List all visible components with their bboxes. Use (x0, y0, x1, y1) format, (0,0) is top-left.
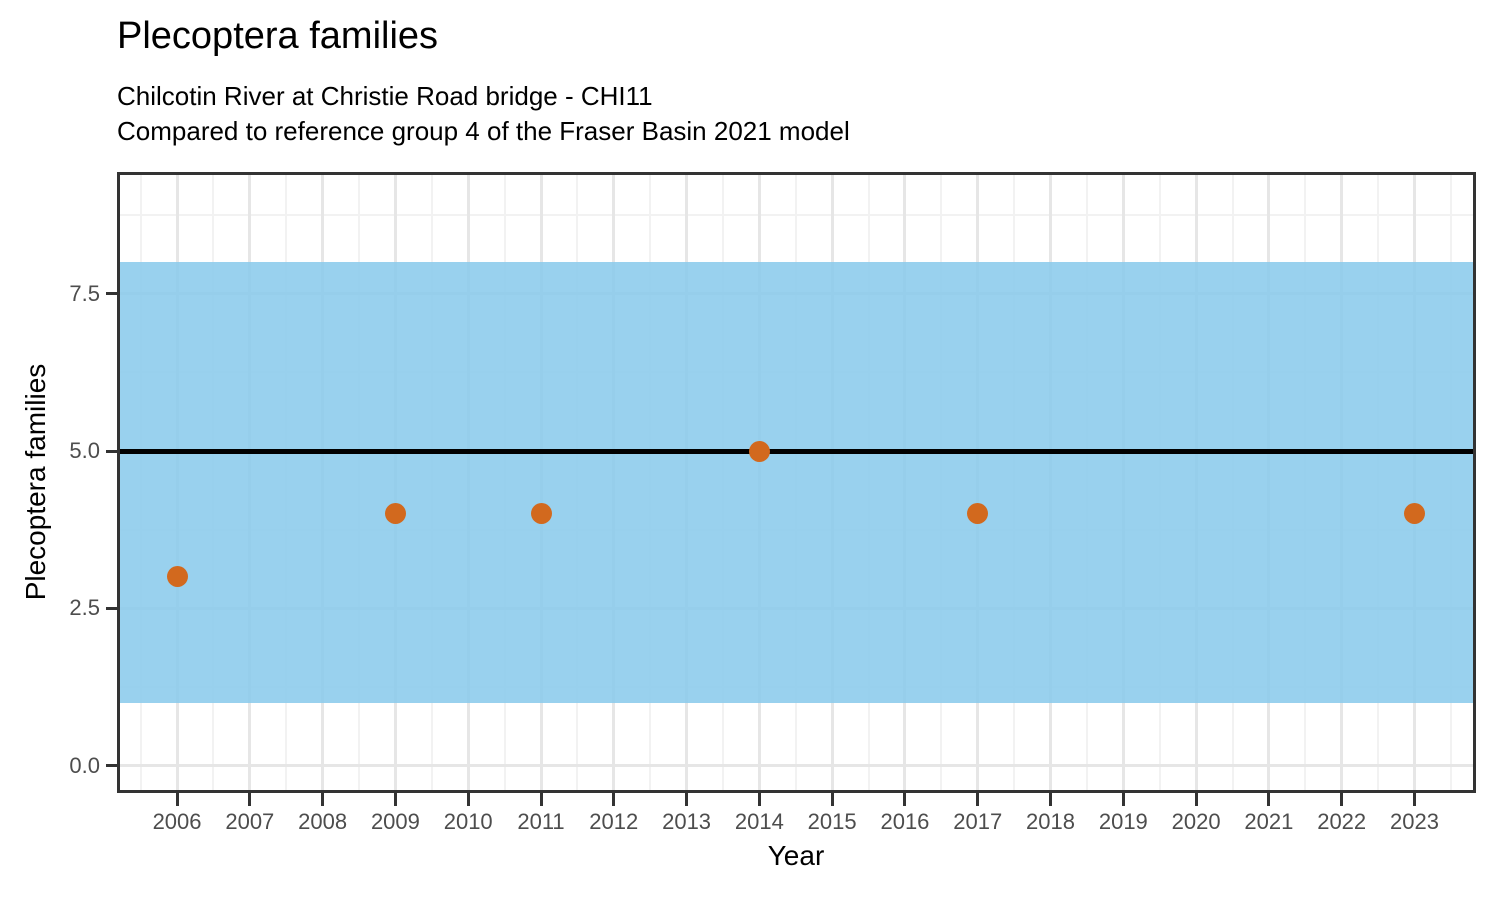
x-tick-mark (1267, 793, 1271, 806)
data-point (530, 503, 552, 525)
x-tick-label: 2015 (807, 809, 857, 834)
gridline-major-y (117, 764, 1476, 768)
x-tick-label: 2013 (662, 809, 712, 834)
y-tick-mark (106, 292, 117, 296)
x-tick-label: 2011 (517, 809, 565, 834)
plot-subtitle: Chilcotin River at Christie Road bridge … (117, 79, 850, 149)
x-tick-mark (321, 793, 325, 806)
reference-line (117, 448, 1476, 454)
x-tick-label: 2010 (443, 809, 493, 834)
x-tick-mark (1049, 793, 1053, 806)
x-tick-mark (248, 793, 252, 806)
page-title: Plecoptera families (117, 15, 439, 57)
x-tick-label: 2012 (589, 809, 639, 834)
y-axis-title: Plecoptera families (20, 363, 51, 601)
x-tick-label: 2016 (880, 809, 930, 834)
x-tick-label: 2006 (152, 809, 202, 834)
x-tick-label: 2023 (1390, 809, 1439, 834)
data-point (1403, 503, 1425, 525)
x-tick-mark (1121, 793, 1125, 806)
x-tick-mark (612, 793, 616, 806)
x-tick-label: 2020 (1171, 809, 1221, 834)
y-tick-label: 5.0 (69, 438, 100, 463)
reference-band (117, 262, 1476, 703)
x-tick-label: 2021 (1244, 809, 1294, 834)
x-tick-mark (1194, 793, 1198, 806)
data-point (384, 503, 406, 525)
x-tick-mark (175, 793, 179, 806)
y-tick-mark (106, 764, 117, 768)
x-tick-mark (466, 793, 470, 806)
subtitle-line-1: Chilcotin River at Christie Road bridge … (117, 81, 653, 111)
gridline-minor-y (117, 213, 1476, 216)
chart-panel (117, 172, 1476, 793)
subtitle-line-2: Compared to reference group 4 of the Fra… (117, 116, 850, 146)
x-tick-label: 2019 (1098, 809, 1148, 834)
y-tick-mark (106, 606, 117, 610)
x-tick-label: 2017 (953, 809, 1003, 834)
y-tick-label: 7.5 (69, 280, 100, 306)
x-tick-mark (757, 793, 761, 806)
x-tick-label: 2008 (298, 809, 348, 834)
y-tick-label: 2.5 (69, 595, 100, 621)
x-tick-mark (393, 793, 397, 806)
x-tick-mark (830, 793, 834, 806)
x-tick-mark (1412, 793, 1416, 806)
x-tick-label: 2007 (225, 809, 275, 834)
data-point (166, 566, 188, 588)
x-axis-title: Year (767, 840, 825, 871)
y-tick-mark (106, 449, 117, 453)
x-tick-mark (539, 793, 543, 806)
data-point (748, 440, 770, 462)
x-tick-label: 2009 (370, 809, 420, 834)
x-tick-mark (1340, 793, 1344, 806)
x-tick-label: 2014 (734, 809, 784, 834)
x-tick-mark (976, 793, 980, 806)
y-tick-label: 0.0 (69, 752, 100, 778)
x-tick-mark (685, 793, 689, 806)
x-tick-label: 2018 (1026, 809, 1075, 834)
data-point (967, 503, 989, 525)
x-tick-mark (903, 793, 907, 806)
x-tick-label: 2022 (1317, 809, 1367, 834)
